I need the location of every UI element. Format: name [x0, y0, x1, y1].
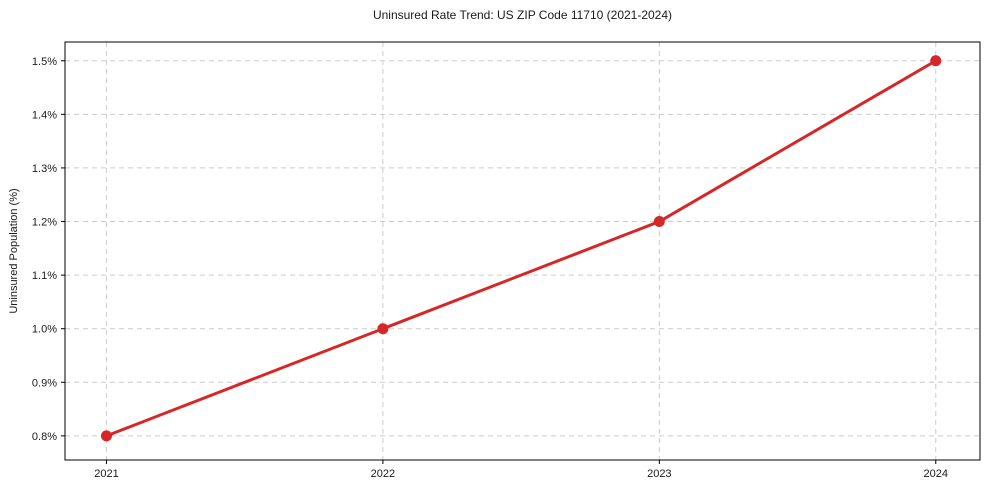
plot-border	[64, 41, 981, 461]
chart-title: Uninsured Rate Trend: US ZIP Code 11710 …	[372, 8, 673, 22]
data-point-marker	[930, 55, 942, 67]
y-tick-label: 1.5%	[32, 56, 57, 68]
y-tick-label: 1.0%	[32, 324, 57, 336]
y-tick-label: 1.2%	[32, 217, 57, 229]
data-point-marker	[653, 216, 665, 228]
trend-line	[104, 59, 938, 438]
y-tick-label: 0.9%	[32, 377, 57, 389]
y-tick-label: 0.8%	[32, 431, 57, 443]
x-tick-label: 2023	[647, 468, 671, 480]
y-tick-label: 1.3%	[32, 163, 57, 175]
x-tick-label: 2022	[371, 468, 395, 480]
y-tick-label: 1.4%	[32, 109, 57, 121]
y-tick-label: 1.1%	[32, 270, 57, 282]
x-tick-label: 2024	[924, 468, 948, 480]
data-point-marker	[100, 430, 112, 442]
x-tick-label: 2021	[94, 468, 118, 480]
data-point-marker	[377, 323, 389, 335]
